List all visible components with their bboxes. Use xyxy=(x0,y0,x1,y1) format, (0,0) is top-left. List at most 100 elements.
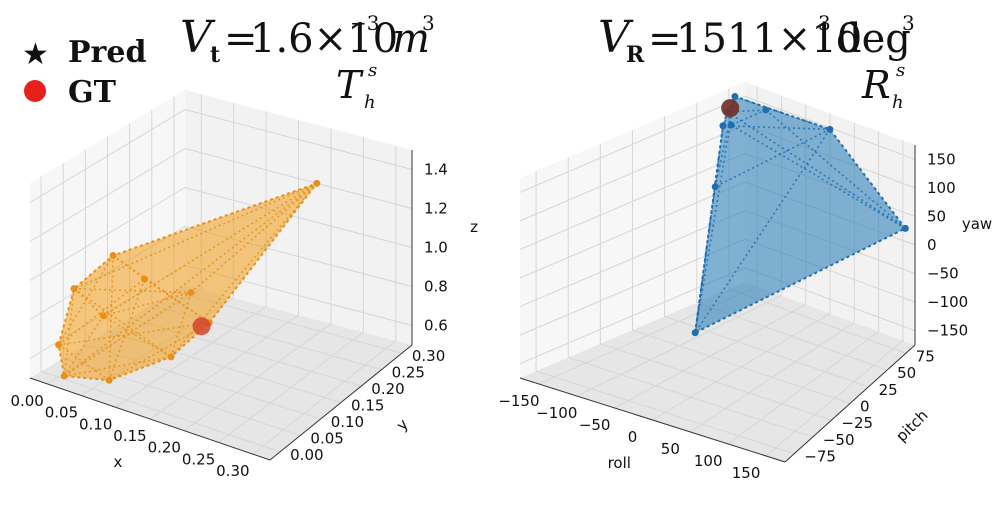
floor-pane xyxy=(520,282,915,462)
left-title-main: 1.6×10 xyxy=(250,16,398,62)
y-tick-label: 0.15 xyxy=(351,397,384,415)
right-title-var: V xyxy=(598,12,634,63)
z-tick-label: 0.6 xyxy=(424,317,448,335)
hull-edge xyxy=(102,315,172,358)
right-title-unit-exp: 3 xyxy=(902,11,915,35)
left-title-unit-exp: 3 xyxy=(422,11,435,35)
x-axis-line xyxy=(519,377,786,463)
hull-vertex xyxy=(719,122,727,130)
y-tick-label: −25 xyxy=(841,414,873,432)
hull-edge xyxy=(63,291,192,377)
y-gridline xyxy=(599,143,832,421)
hull-edge xyxy=(58,344,110,381)
hull-vertex xyxy=(109,252,117,260)
left-subtitle-sub: h xyxy=(364,92,376,113)
x-axis-label: roll xyxy=(608,454,631,472)
hull-edge xyxy=(170,292,192,358)
x-tick-label: −100 xyxy=(536,404,577,422)
x-tick-label: 0.30 xyxy=(216,462,249,480)
z-gridline xyxy=(519,95,916,193)
x-tick-label: 0.10 xyxy=(79,415,112,433)
legend-gt-label: GT xyxy=(68,75,117,110)
y-tick-label: 0.00 xyxy=(290,446,323,464)
z-tick-label: 1.4 xyxy=(424,161,448,179)
chart-right: −150−100−50050100150−75−50−250255075−150… xyxy=(498,82,992,482)
hull-vertex xyxy=(762,106,770,114)
hull-vertex xyxy=(60,372,68,380)
z-axis-label: z xyxy=(470,218,478,236)
z-tick-label: −100 xyxy=(927,293,968,311)
left-title-unit: m xyxy=(392,16,430,62)
hull-edge xyxy=(694,128,831,334)
y-tick-label: 0.25 xyxy=(392,364,425,382)
legend: ★ Pred GT xyxy=(22,35,146,110)
x-axis-line xyxy=(29,377,271,461)
y-gridline xyxy=(567,157,814,438)
hull-edge xyxy=(730,109,767,126)
x-tick-label: 0.20 xyxy=(148,439,181,457)
y-tick-label: 0.10 xyxy=(331,413,364,431)
hull-vertex xyxy=(313,179,321,187)
z-tick-label: 1.2 xyxy=(424,200,448,218)
y-tick-label: 25 xyxy=(879,381,898,399)
y-axis-line xyxy=(784,344,916,463)
x-gridline xyxy=(218,137,364,443)
hull-edge xyxy=(102,182,318,317)
hull-vertex xyxy=(691,329,699,337)
hull-edge xyxy=(144,278,210,324)
x-tick-label: 0.00 xyxy=(10,392,43,410)
left-title-sub: t xyxy=(210,42,221,68)
x-gridline xyxy=(252,145,397,455)
x-tick-label: 100 xyxy=(694,452,723,470)
legend-pred-label: Pred xyxy=(68,35,146,70)
y-gridline xyxy=(632,130,851,404)
left-title-exp: −3 xyxy=(350,11,379,35)
y-tick-label: −50 xyxy=(823,431,855,449)
x-gridline xyxy=(183,128,332,432)
right-subtitle-sup: s xyxy=(896,60,905,81)
z-tick-label: 150 xyxy=(927,150,956,168)
gt-circle-icon xyxy=(24,80,46,102)
x-tick-label: 50 xyxy=(661,440,680,458)
y-gridline xyxy=(535,171,795,455)
left-subtitle-sup: s xyxy=(368,60,377,81)
hull-edge xyxy=(64,356,172,377)
z-tick-label: 50 xyxy=(927,207,946,225)
x-tick-label: 0.15 xyxy=(113,427,146,445)
y-tick-label: 0 xyxy=(860,398,870,416)
y-tick-label: 75 xyxy=(916,347,935,365)
hull-vertex xyxy=(99,312,107,320)
right-title-unit: deg xyxy=(836,16,911,62)
right-subtitle-sym: R xyxy=(861,63,891,107)
hull-edge xyxy=(58,322,210,346)
hull-edge xyxy=(734,95,831,131)
hull-edge xyxy=(73,182,318,290)
hull-vertex xyxy=(167,353,175,361)
x-gridline xyxy=(765,140,904,457)
y-tick-label: −75 xyxy=(804,448,836,466)
hull-vertex xyxy=(731,93,739,101)
y-tick-label: 0.30 xyxy=(412,347,445,365)
x-gridline xyxy=(149,120,299,420)
hull-vertex xyxy=(105,376,113,384)
x-tick-label: −150 xyxy=(498,392,539,410)
pred-star-icon: ★ xyxy=(22,37,49,72)
hull-edge xyxy=(714,125,724,187)
svg-text:=: = xyxy=(224,16,258,62)
y-tick-label: 0.05 xyxy=(310,429,343,447)
z-gridline xyxy=(29,186,413,281)
hull-edge xyxy=(108,255,114,381)
hull-vertex xyxy=(55,341,63,349)
hull-edge xyxy=(73,288,104,317)
svg-text:=: = xyxy=(648,16,682,62)
right-title-main: 1511×10 xyxy=(676,16,862,62)
hull-edge xyxy=(714,128,831,188)
x-gridline xyxy=(115,111,267,408)
right-title-sub: R xyxy=(626,42,645,68)
x-axis-label: x xyxy=(114,453,123,471)
left-title-var: V xyxy=(180,12,216,63)
pred-marker xyxy=(721,99,740,118)
x-tick-label: 150 xyxy=(732,464,761,482)
z-tick-label: 1.0 xyxy=(424,239,448,257)
